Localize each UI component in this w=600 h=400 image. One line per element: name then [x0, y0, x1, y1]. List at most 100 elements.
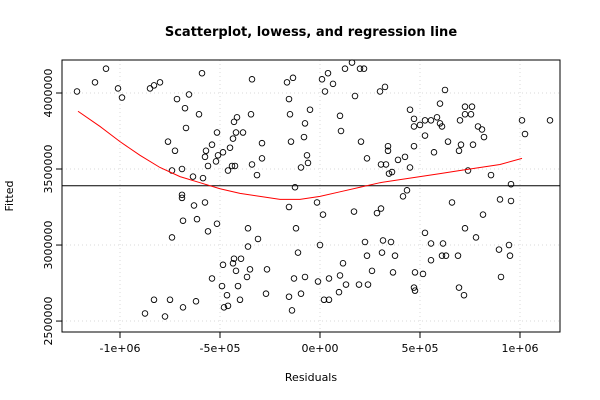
point	[178, 191, 186, 199]
point	[248, 76, 256, 83]
point	[430, 149, 438, 156]
point	[391, 252, 399, 259]
point	[91, 79, 99, 86]
x-tick-label: 5e+05	[402, 342, 439, 355]
point	[232, 267, 240, 275]
point	[427, 240, 435, 247]
point	[301, 120, 309, 127]
point	[507, 180, 515, 188]
point	[192, 298, 200, 305]
point	[179, 304, 187, 311]
point	[220, 304, 228, 311]
point	[239, 129, 247, 136]
point	[378, 249, 386, 256]
point	[253, 171, 261, 179]
point	[439, 240, 447, 247]
point	[244, 225, 252, 232]
point	[467, 111, 475, 118]
point	[410, 115, 418, 123]
point	[384, 147, 392, 155]
point	[399, 193, 407, 200]
point	[461, 225, 469, 232]
point	[179, 217, 187, 224]
point	[141, 310, 149, 317]
point	[285, 95, 293, 103]
point	[360, 65, 368, 72]
point	[361, 238, 369, 246]
point	[394, 156, 402, 164]
y-tick-label: 2500000	[42, 297, 55, 346]
point	[301, 273, 309, 281]
point	[427, 117, 435, 124]
point	[427, 256, 435, 264]
point	[190, 202, 198, 209]
point	[150, 296, 158, 304]
point	[381, 83, 389, 91]
point	[460, 291, 468, 299]
point	[223, 291, 231, 299]
point	[202, 147, 210, 155]
point	[464, 167, 472, 174]
point	[325, 275, 333, 282]
point	[436, 120, 444, 127]
plot-frame	[61, 59, 561, 333]
point	[304, 159, 312, 167]
point	[341, 65, 349, 72]
point	[518, 117, 526, 124]
point	[335, 288, 343, 296]
y-tick-label: 3000000	[42, 221, 55, 270]
point	[189, 173, 197, 180]
point	[248, 161, 256, 168]
point	[230, 255, 238, 262]
point	[233, 114, 241, 121]
point	[178, 165, 186, 173]
point	[314, 278, 322, 285]
point	[339, 260, 347, 267]
point	[373, 209, 381, 217]
point	[244, 243, 252, 250]
point	[231, 162, 239, 170]
point	[291, 184, 299, 191]
point	[411, 269, 419, 276]
point	[324, 69, 332, 77]
point	[218, 282, 226, 290]
point	[355, 281, 363, 288]
point	[288, 307, 296, 314]
point	[419, 270, 427, 278]
point	[290, 275, 298, 282]
lowess-line	[77, 110, 523, 200]
y-tick-label: 3500000	[42, 145, 55, 194]
point	[433, 114, 441, 121]
point	[456, 117, 464, 124]
point	[496, 196, 504, 203]
point	[438, 252, 446, 259]
point	[521, 130, 529, 138]
point	[178, 194, 186, 202]
point	[384, 142, 392, 150]
point	[254, 235, 262, 243]
point	[285, 293, 293, 300]
point	[336, 112, 344, 120]
point	[468, 103, 476, 110]
point	[243, 273, 251, 281]
point	[455, 147, 463, 155]
point	[229, 260, 237, 267]
point	[258, 139, 266, 147]
point	[204, 162, 212, 170]
point	[457, 141, 465, 148]
point	[416, 121, 424, 129]
point	[410, 123, 418, 130]
point	[229, 135, 237, 142]
point	[228, 162, 236, 170]
chart-title: Scatterplot, lowess, and regression line	[165, 25, 457, 40]
point	[201, 153, 209, 161]
point	[368, 267, 376, 275]
point	[199, 174, 207, 182]
point	[363, 252, 371, 259]
point	[377, 205, 385, 212]
point	[212, 158, 220, 165]
point	[286, 111, 294, 118]
point	[336, 272, 344, 279]
point	[382, 161, 390, 168]
